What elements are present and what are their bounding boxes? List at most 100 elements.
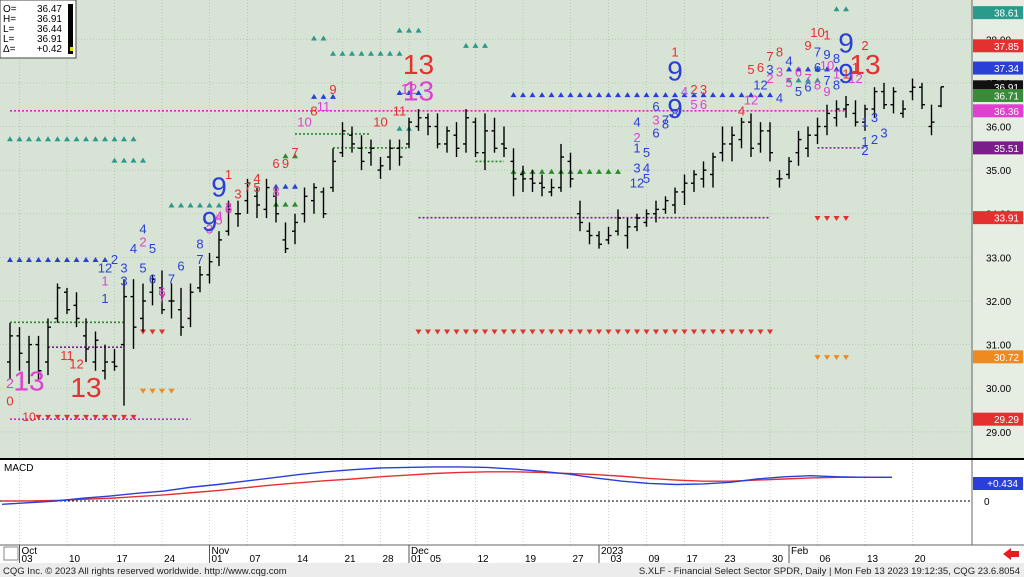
signal-triangle <box>396 50 403 56</box>
signal-triangle <box>520 329 526 335</box>
price-bar <box>586 222 593 245</box>
sequential-count: 12 <box>98 261 112 276</box>
signal-triangle <box>102 136 108 142</box>
price-bar <box>852 100 859 127</box>
sequential-count: 2 <box>6 375 14 391</box>
sequential-count: 1 <box>225 167 232 182</box>
signal-triangle <box>662 329 669 335</box>
price-bar <box>786 157 792 179</box>
signal-triangle <box>130 157 137 163</box>
price-bar <box>491 117 498 153</box>
price-bar <box>301 187 308 223</box>
price-bar <box>263 178 270 219</box>
macd-grid <box>19 460 913 545</box>
price-bar <box>83 318 89 363</box>
sequential-count: 7 <box>158 291 165 306</box>
signal-triangle <box>615 329 621 335</box>
sequential-count: 9 <box>329 82 336 97</box>
price-bar <box>282 222 289 253</box>
signal-triangle <box>795 77 802 83</box>
signal-triangle <box>586 168 593 174</box>
sequential-count: 9 <box>823 84 830 99</box>
signal-triangle <box>634 329 640 335</box>
sequential-count: 13 <box>403 49 434 80</box>
time-tick-label: 05 <box>430 554 442 565</box>
macd-value-text: +0.434 <box>987 479 1018 490</box>
signal-triangle <box>396 89 403 95</box>
macd-axis-panel <box>972 460 1024 545</box>
signal-triangle <box>824 66 830 72</box>
signal-triangle <box>282 153 289 159</box>
signal-triangle <box>634 92 640 98</box>
signal-triangle <box>729 92 735 98</box>
signal-triangle <box>491 329 498 335</box>
signal-triangle <box>482 329 488 335</box>
signal-triangle <box>672 329 678 335</box>
signal-triangle <box>130 414 137 420</box>
sequential-count: 7 <box>196 252 203 267</box>
price-label-badge <box>973 61 1023 75</box>
signal-triangle <box>64 414 70 420</box>
price-bar <box>7 322 13 380</box>
sequential-count: 2 <box>766 71 773 86</box>
sequential-count: 10 <box>820 58 834 73</box>
sequential-count: 8 <box>833 77 840 92</box>
sequential-count: 6 <box>814 60 821 75</box>
sequential-count: 3 <box>633 160 640 175</box>
signal-triangle <box>35 257 42 263</box>
price-bar <box>159 270 165 315</box>
sequential-count: 9 <box>211 171 227 202</box>
ohlc-open-value: 36.47 <box>37 4 62 15</box>
price-bar <box>795 130 802 166</box>
price-bar <box>900 100 906 118</box>
price-bar <box>520 165 526 192</box>
price-bar <box>434 113 441 149</box>
sequential-count: 13 <box>13 365 44 396</box>
scroll-left-arrow-icon[interactable] <box>1003 548 1019 560</box>
sequential-count: 4 <box>681 84 688 99</box>
signal-triangle <box>7 257 13 263</box>
signal-triangle <box>121 414 127 420</box>
price-bar <box>339 122 346 158</box>
price-bar <box>909 78 916 101</box>
signal-triangle <box>358 50 365 56</box>
signal-triangle <box>178 202 184 208</box>
sequential-count: 3 <box>120 274 127 289</box>
price-bar <box>244 178 251 214</box>
signal-triangle <box>757 329 764 335</box>
sequential-count: 12 <box>848 71 862 86</box>
signal-triangle <box>710 92 716 98</box>
time-tick-label: 20 <box>915 554 927 565</box>
price-bar <box>225 200 232 236</box>
sequential-count: 3 <box>206 221 213 236</box>
sequential-count: 1 <box>671 45 678 60</box>
sequential-count: 8 <box>196 237 203 252</box>
macd-line <box>1 466 892 505</box>
sequential-count: 7 <box>662 112 669 127</box>
price-bar <box>187 283 194 328</box>
sequential-count: 9 <box>838 58 854 89</box>
sequential-count: 13 <box>849 49 880 80</box>
signal-triangle <box>216 202 222 208</box>
time-tick-label: 23 <box>725 554 737 565</box>
sequential-count: 1 <box>823 27 830 42</box>
signal-triangle <box>26 136 32 142</box>
sequential-count: 6 <box>272 156 279 171</box>
price-bar <box>605 226 612 245</box>
signal-triangle <box>45 136 51 142</box>
price-bar <box>197 266 203 293</box>
signal-triangle <box>510 329 517 335</box>
signal-triangle <box>472 42 479 48</box>
price-bar <box>377 157 384 179</box>
signal-triangle <box>92 414 99 420</box>
signal-triangle <box>140 157 146 163</box>
time-tick-label: 28 <box>383 554 395 565</box>
price-bar <box>387 139 393 171</box>
scroll-box[interactable] <box>3 546 19 561</box>
time-tick-label: 13 <box>867 554 879 565</box>
signal-triangle <box>757 92 764 98</box>
signal-triangle <box>681 92 688 98</box>
signal-triangle <box>415 89 422 95</box>
price-bar <box>26 335 32 384</box>
sequential-count: 8 <box>814 77 821 92</box>
